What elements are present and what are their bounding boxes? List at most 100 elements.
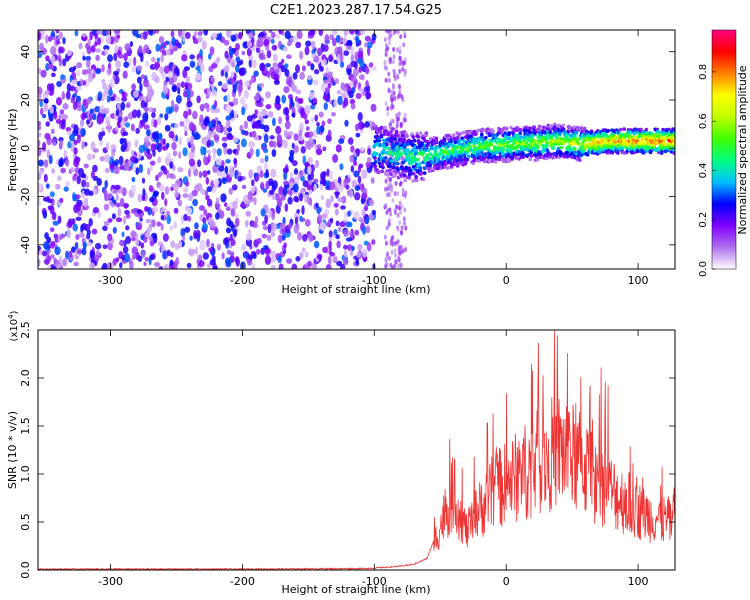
heatmap-noise-cell [58,114,62,120]
heatmap-noise-cell [140,242,145,249]
heatmap-noise-cell [216,56,221,63]
heatmap-noise-cell [141,194,146,201]
heatmap-noise-cell [118,251,124,260]
heatmap-noise-cell [284,63,289,69]
heatmap-noise-cell [293,224,300,234]
heatmap-signal-cell [382,138,386,143]
heatmap-noise-cell [167,71,174,78]
heatmap-noise-cell [232,136,239,143]
heatmap-noise-cell [289,37,294,42]
spectrogram-y-tick-label: 0 [19,145,32,152]
heatmap-noise-cell [293,145,299,154]
heatmap-noise-cell [69,133,75,142]
heatmap-noise-cell [76,134,81,144]
heatmap-noise-cell [258,31,265,38]
heatmap-noise-cell [183,110,189,119]
heatmap-noise-cell [39,100,43,108]
heatmap-noise-cell [62,58,67,67]
heatmap-noise-cell [114,184,121,190]
heatmap-noise-cell [206,263,212,268]
heatmap-noise-cell [306,60,312,67]
heatmap-noise-cell [166,214,171,225]
heatmap-noise-cell [353,81,357,89]
heatmap-noise-cell [136,209,143,214]
heatmap-noise-cell [259,62,265,72]
heatmap-noise-cell [225,104,232,114]
heatmap-noise-cell [284,68,290,77]
heatmap-signal-cell [570,141,575,146]
heatmap-noise-cell [384,52,388,57]
heatmap-noise-cell [383,37,387,43]
heatmap-noise-cell [304,105,311,115]
heatmap-noise-cell [397,255,401,261]
heatmap-noise-cell [45,121,50,127]
heatmap-signal-cell [528,157,533,162]
heatmap-noise-cell [402,42,406,48]
heatmap-noise-cell [40,69,47,78]
heatmap-noise-cell [293,176,300,186]
heatmap-signal-cell [507,131,512,135]
heatmap-noise-cell [389,176,393,182]
heatmap-noise-cell [347,211,352,217]
heatmap-noise-cell [385,65,388,71]
heatmap-noise-cell [169,161,174,169]
heatmap-signal-cell [521,151,525,156]
heatmap-noise-cell [400,230,404,236]
heatmap-signal-cell [411,135,416,139]
heatmap-noise-cell [191,190,198,197]
heatmap-noise-cell [183,187,189,193]
heatmap-noise-cell [173,67,180,75]
heatmap-noise-cell [81,173,87,179]
heatmap-noise-cell [124,43,131,51]
heatmap-noise-cell [86,241,92,247]
heatmap-noise-cell [170,251,174,258]
heatmap-noise-cell [134,139,139,148]
heatmap-noise-cell [143,261,147,267]
heatmap-noise-cell [42,210,48,219]
heatmap-noise-cell [244,252,248,259]
heatmap-signal-cell [418,166,423,170]
heatmap-noise-cell [310,117,315,123]
heatmap-noise-cell [154,75,160,84]
heatmap-noise-cell [101,79,106,84]
heatmap-noise-cell [291,112,296,118]
heatmap-noise-cell [228,48,234,57]
heatmap-noise-cell [95,48,101,53]
heatmap-noise-cell [45,63,50,71]
heatmap-noise-cell [186,137,191,143]
heatmap-noise-cell [392,30,396,36]
heatmap-noise-cell [94,242,102,250]
heatmap-noise-cell [283,129,288,138]
spectrogram-y-tick-label: -20 [19,188,32,206]
heatmap-noise-cell [306,196,311,205]
heatmap-noise-cell [403,30,407,36]
heatmap-noise-cell [302,155,307,165]
heatmap-signal-cell [616,151,620,155]
heatmap-noise-cell [117,116,123,123]
heatmap-noise-cell [238,31,243,40]
heatmap-noise-cell [75,216,82,221]
heatmap-noise-cell [383,234,387,240]
heatmap-noise-cell [141,177,146,184]
heatmap-noise-cell [173,260,178,269]
heatmap-noise-cell [218,81,223,87]
heatmap-noise-cell [50,254,55,260]
heatmap-noise-cell [161,191,165,200]
heatmap-signal-cell [378,129,383,134]
heatmap-noise-cell [366,157,372,163]
heatmap-signal-cell [397,149,402,154]
heatmap-noise-cell [184,130,188,137]
heatmap-signal-cell [457,139,462,143]
heatmap-noise-cell [155,43,161,52]
heatmap-noise-cell [211,32,218,39]
heatmap-noise-cell [353,170,360,178]
heatmap-signal-cell [422,166,427,171]
heatmap-noise-cell [107,218,113,223]
heatmap-noise-cell [384,260,388,266]
heatmap-noise-cell [265,45,270,51]
heatmap-noise-cell [262,225,269,231]
heatmap-signal-cell [533,139,538,143]
heatmap-noise-cell [390,187,394,193]
heatmap-noise-cell [74,30,79,37]
heatmap-noise-cell [181,235,186,242]
